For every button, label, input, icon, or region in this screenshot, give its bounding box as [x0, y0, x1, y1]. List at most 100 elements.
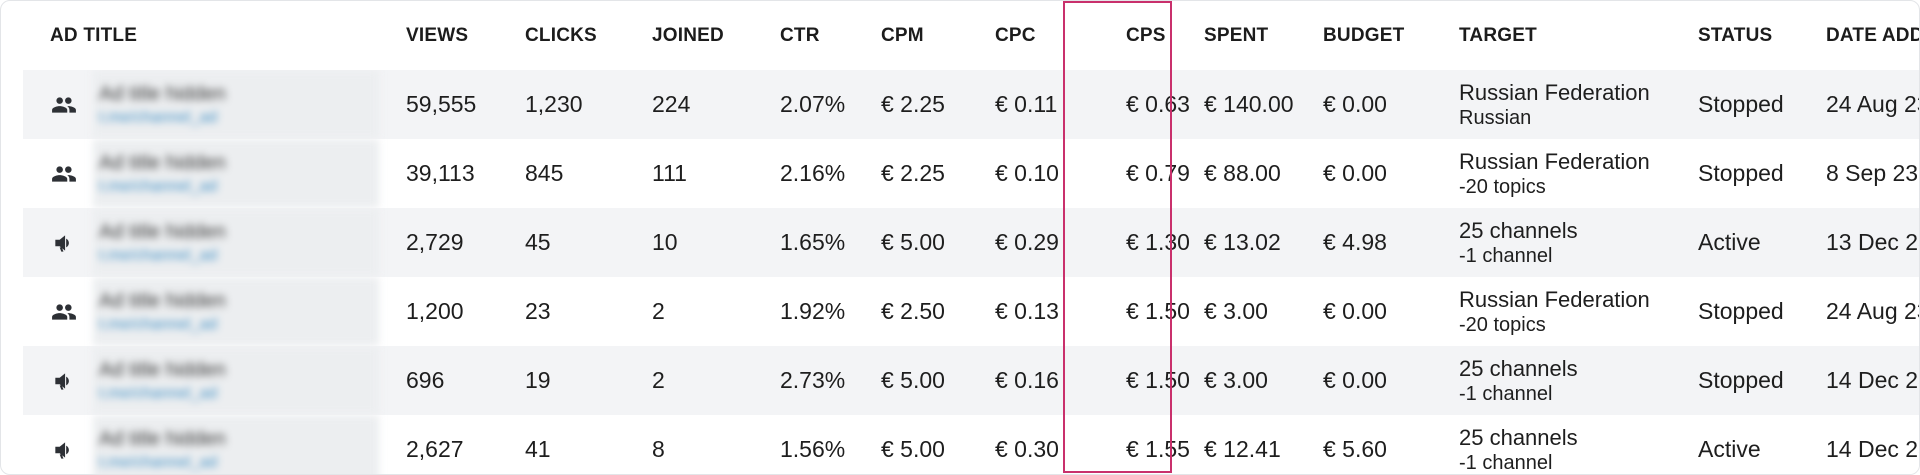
budget-link[interactable]: € 0.00: [1323, 139, 1459, 208]
joined-value: 2: [652, 277, 780, 346]
joined-value: 111: [652, 139, 780, 208]
status-link[interactable]: Stopped: [1698, 346, 1826, 415]
ad-title-cell[interactable]: Ad title hidden t.me/channel_ad: [23, 277, 406, 346]
ad-link[interactable]: t.me/channel_ad: [99, 246, 218, 264]
group-icon: [49, 297, 79, 327]
cps-value: € 1.55: [1096, 415, 1196, 474]
target-cell: Russian Federation Russian: [1459, 70, 1698, 139]
clicks-value: 1,230: [525, 70, 652, 139]
date-added-value: 13 Dec 23: [1826, 208, 1919, 277]
ad-link[interactable]: t.me/channel_ad: [99, 384, 218, 402]
column-header-ctr[interactable]: CTR: [780, 24, 820, 46]
status-link[interactable]: Active: [1698, 415, 1826, 474]
cpm-link[interactable]: € 2.50: [881, 277, 995, 346]
views-value: 696: [406, 346, 525, 415]
column-header-budget[interactable]: BUDGET: [1323, 24, 1405, 46]
cpm-link[interactable]: € 5.00: [881, 346, 995, 415]
column-header-status[interactable]: STATUS: [1698, 24, 1773, 46]
table-row[interactable]: Ad title hidden t.me/channel_ad 696 19 2…: [23, 346, 1919, 415]
column-header-target[interactable]: TARGET: [1459, 24, 1537, 46]
joined-value: 10: [652, 208, 780, 277]
ctr-value: 2.16%: [780, 139, 881, 208]
column-header-spent[interactable]: SPENT: [1204, 24, 1269, 46]
spent-value: € 140.00: [1196, 70, 1323, 139]
budget-link[interactable]: € 0.00: [1323, 70, 1459, 139]
date-added-value: 14 Dec 23: [1826, 346, 1919, 415]
target-sub: -1 channel: [1459, 451, 1553, 474]
target-sub: -1 channel: [1459, 382, 1553, 405]
ad-title-cell[interactable]: Ad title hidden t.me/channel_ad: [23, 139, 406, 208]
table-row[interactable]: Ad title hidden t.me/channel_ad 1,200 23…: [23, 277, 1919, 346]
column-header-joined[interactable]: JOINED: [652, 24, 724, 46]
target-sub: -1 channel: [1459, 244, 1553, 267]
ad-title: Ad title hidden: [99, 427, 226, 450]
status-link[interactable]: Stopped: [1698, 277, 1826, 346]
table-row[interactable]: Ad title hidden t.me/channel_ad 59,555 1…: [23, 70, 1919, 139]
ctr-value: 1.56%: [780, 415, 881, 474]
target-sub: -20 topics: [1459, 313, 1546, 336]
ad-title-cell[interactable]: Ad title hidden t.me/channel_ad: [23, 70, 406, 139]
ad-link[interactable]: t.me/channel_ad: [99, 453, 218, 471]
ad-title-cell[interactable]: Ad title hidden t.me/channel_ad: [23, 346, 406, 415]
column-header-clicks[interactable]: CLICKS: [525, 24, 597, 46]
clicks-value: 19: [525, 346, 652, 415]
ad-title-cell[interactable]: Ad title hidden t.me/channel_ad: [23, 415, 406, 474]
column-header-cpc[interactable]: CPC: [995, 24, 1036, 46]
ad-title: Ad title hidden: [99, 82, 226, 105]
column-header-date-added[interactable]: DATE ADDED: [1826, 24, 1919, 46]
table-header: AD TITLE VIEWS CLICKS JOINED CTR CPM CPC…: [23, 1, 1919, 70]
ad-link[interactable]: t.me/channel_ad: [99, 315, 218, 333]
views-value: 2,729: [406, 208, 525, 277]
header-row: AD TITLE VIEWS CLICKS JOINED CTR CPM CPC…: [23, 1, 1919, 70]
cpc-value: € 0.16: [995, 346, 1096, 415]
cpm-link[interactable]: € 2.25: [881, 139, 995, 208]
target-main: Russian Federation: [1459, 79, 1650, 105]
table-row[interactable]: Ad title hidden t.me/channel_ad 39,113 8…: [23, 139, 1919, 208]
status-link[interactable]: Active: [1698, 208, 1826, 277]
budget-link[interactable]: € 0.00: [1323, 277, 1459, 346]
ctr-value: 1.92%: [780, 277, 881, 346]
table-row[interactable]: Ad title hidden t.me/channel_ad 2,729 45…: [23, 208, 1919, 277]
column-header-cpm[interactable]: CPM: [881, 24, 924, 46]
cpm-link[interactable]: € 2.25: [881, 70, 995, 139]
cpm-link[interactable]: € 5.00: [881, 208, 995, 277]
joined-value: 2: [652, 346, 780, 415]
cpc-value: € 0.29: [995, 208, 1096, 277]
views-value: 2,627: [406, 415, 525, 474]
date-added-value: 14 Dec 23: [1826, 415, 1919, 474]
spent-value: € 3.00: [1196, 346, 1323, 415]
column-header-cps[interactable]: CPS: [1126, 24, 1166, 46]
budget-link[interactable]: € 0.00: [1323, 346, 1459, 415]
megaphone-icon: [49, 228, 79, 258]
target-main: Russian Federation: [1459, 148, 1650, 174]
column-header-ad-title[interactable]: AD TITLE: [50, 24, 138, 46]
ad-title: Ad title hidden: [99, 289, 226, 312]
ad-title-cell[interactable]: Ad title hidden t.me/channel_ad: [23, 208, 406, 277]
budget-link[interactable]: € 5.60: [1323, 415, 1459, 474]
views-value: 39,113: [406, 139, 525, 208]
cps-value: € 1.50: [1096, 277, 1196, 346]
clicks-value: 45: [525, 208, 652, 277]
date-added-value: 8 Sep 23: [1826, 139, 1919, 208]
clicks-value: 41: [525, 415, 652, 474]
cpm-link[interactable]: € 5.00: [881, 415, 995, 474]
ctr-value: 1.65%: [780, 208, 881, 277]
spent-value: € 12.41: [1196, 415, 1323, 474]
spent-value: € 3.00: [1196, 277, 1323, 346]
table-row[interactable]: Ad title hidden t.me/channel_ad 2,627 41…: [23, 415, 1919, 474]
group-icon: [49, 90, 79, 120]
budget-link[interactable]: € 4.98: [1323, 208, 1459, 277]
megaphone-icon: [49, 366, 79, 396]
ad-link[interactable]: t.me/channel_ad: [99, 108, 218, 126]
target-main: 25 channels: [1459, 424, 1578, 450]
joined-value: 224: [652, 70, 780, 139]
ads-table: AD TITLE VIEWS CLICKS JOINED CTR CPM CPC…: [23, 1, 1919, 474]
status-link[interactable]: Stopped: [1698, 139, 1826, 208]
ad-link[interactable]: t.me/channel_ad: [99, 177, 218, 195]
status-link[interactable]: Stopped: [1698, 70, 1826, 139]
group-icon: [49, 159, 79, 189]
cpc-value: € 0.30: [995, 415, 1096, 474]
column-header-views[interactable]: VIEWS: [406, 24, 469, 46]
ad-title: Ad title hidden: [99, 151, 226, 174]
